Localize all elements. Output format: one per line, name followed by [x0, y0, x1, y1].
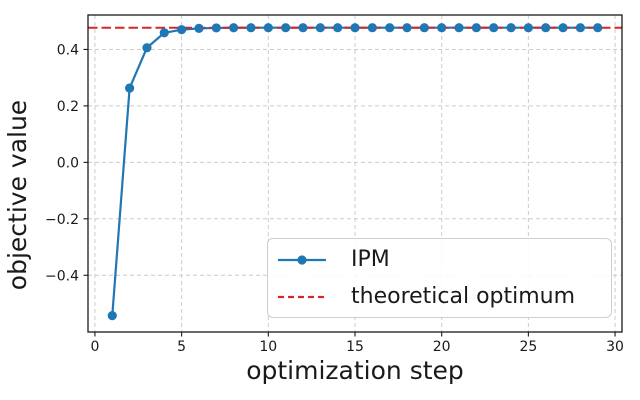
svg-text:0.2: 0.2	[57, 99, 79, 115]
svg-text:5: 5	[177, 339, 186, 355]
legend: IPM theoretical optimum	[267, 238, 612, 318]
legend-label-theoretical-optimum: theoretical optimum	[351, 283, 576, 309]
svg-text:0: 0	[90, 339, 99, 355]
data-series	[88, 23, 622, 321]
legend-item-ipm: IPM	[277, 241, 611, 278]
y-axis-label: objective value	[3, 100, 32, 290]
svg-text:0.4: 0.4	[57, 42, 79, 58]
svg-text:25: 25	[519, 339, 537, 355]
axes-frame: 0 5 10 15 20 25 30 0.4 0.2 0.0 −0.2 −0.4	[45, 14, 624, 355]
svg-text:15: 15	[346, 339, 364, 355]
svg-text:−0.2: −0.2	[45, 212, 79, 228]
ipm-line-marker-icon	[278, 254, 326, 265]
optimum-dashed-line-icon	[278, 295, 326, 298]
legend-label-ipm: IPM	[351, 246, 390, 272]
legend-item-theoretical-optimum: theoretical optimum	[277, 278, 611, 315]
svg-text:0.0: 0.0	[57, 155, 79, 171]
svg-text:20: 20	[433, 339, 451, 355]
svg-text:−0.4: −0.4	[45, 268, 79, 284]
x-axis-label: optimization step	[246, 356, 464, 385]
svg-text:10: 10	[259, 339, 277, 355]
ipm-sample-marker	[297, 254, 307, 265]
svg-text:30: 30	[606, 339, 624, 355]
